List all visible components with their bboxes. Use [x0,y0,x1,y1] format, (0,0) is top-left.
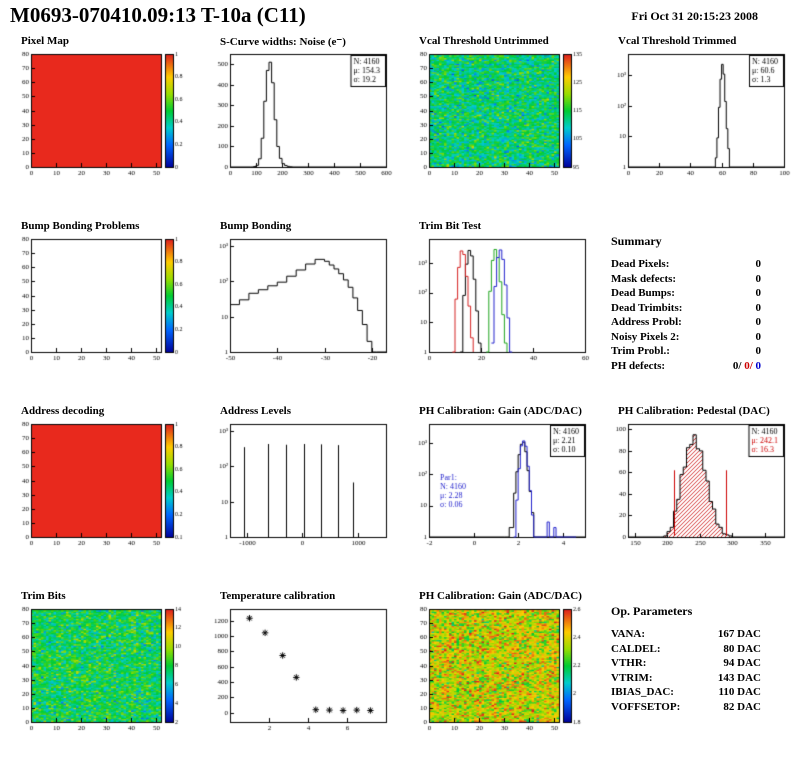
plot-title: Address decoding [21,405,105,417]
panel-scurve-noise: S-Curve widths: Noise (e⁻) [199,33,398,218]
ph-gain-map-plot [403,605,593,737]
trim-bit-test-plot [403,235,593,367]
pixel-map-plot [5,50,195,182]
op-parameters-rows: VANA: 167 DAC CALDEL: 80 DAC VTHR: 94 DAC VTRI… [611,627,796,714]
report-header: M0693-070410.09:13 T-10a (C11) Fri Oct 3… [0,0,796,33]
panel-ph-pedestal: PH Calibration: Pedestal (DAC) [597,403,796,588]
text-row: Address Probl: 0 [611,316,761,328]
plot-title: Bump Bonding Problems [21,220,140,232]
panel-vcal-trimmed: Vcal Threshold Trimmed [597,33,796,218]
panel-address-levels: Address Levels [199,403,398,588]
plot-title: S-Curve widths: Noise (e⁻) [220,36,346,48]
panel-vcal-untrimmed: Vcal Threshold Untrimmed [398,33,597,218]
address-levels-plot [204,420,394,552]
plot-grid: Pixel Map S-Curve widths: Noise (e⁻) Vca… [0,33,796,773]
panel-temperature: Temperature calibration [199,588,398,773]
address-decoding-plot [5,420,195,552]
report-date: Fri Oct 31 20:15:23 2008 [631,9,758,23]
text-row: VTHR: 94 DAC [611,657,761,669]
summary-title: Summary [611,234,662,248]
ph-gain-hist-plot [403,420,593,552]
plot-title: Pixel Map [21,35,69,47]
text-row: PH defects: 0/ 0/ 0 [611,359,761,372]
panel-trim-bits: Trim Bits [0,588,199,773]
panel-pixel-map: Pixel Map [0,33,199,218]
text-row: VOFFSETOP: 82 DAC [611,700,761,713]
summary-rows: Dead Pixels: 0 Mask defects: 0 Dead Bumps: 0 D… [611,257,796,373]
panel-address-decoding: Address decoding [0,403,199,588]
plot-title: Vcal Threshold Untrimmed [419,35,549,47]
text-row: CALDEL: 80 DAC [611,642,761,655]
panel-ph-gain-map: PH Calibration: Gain (ADC/DAC) [398,588,597,773]
plot-title: Temperature calibration [220,590,336,602]
text-row: VTRIM: 143 DAC [611,671,761,684]
text-row: Noisy Pixels 2: 0 [611,330,761,343]
temperature-plot [204,605,394,737]
text-row: VANA: 167 DAC [611,628,761,640]
text-row: Dead Pixels: 0 [611,258,761,270]
panel-trim-bit-test: Trim Bit Test [398,218,597,403]
panel-bump-bonding: Bump Bonding [199,218,398,403]
scurve-noise-plot [204,50,394,182]
vcal-untrimmed-plot [403,50,593,182]
text-row: IBIAS_DAC: 110 DAC [611,686,761,698]
plot-title: PH Calibration: Pedestal (DAC) [618,405,770,417]
vcal-trimmed-plot [602,50,792,182]
page-title: M0693-070410.09:13 T-10a (C11) [10,3,306,27]
text-row: Trim Probl.: 0 [611,345,761,357]
panel-op-parameters: Op. Parameters VANA: 167 DAC CALDEL: 80 DAC… [597,588,796,773]
bump-problems-plot [5,235,195,367]
plot-title: Address Levels [220,405,291,417]
plot-title: Trim Bit Test [419,220,482,232]
plot-title: PH Calibration: Gain (ADC/DAC) [419,405,582,417]
plot-title: PH Calibration: Gain (ADC/DAC) [419,590,582,602]
panel-summary: Summary Dead Pixels: 0 Mask defects: 0 Dead … [597,218,796,403]
text-row: Dead Bumps: 0 [611,287,761,299]
bump-bonding-plot [204,235,394,367]
op-parameters-title: Op. Parameters [611,604,693,618]
panel-ph-gain-hist: PH Calibration: Gain (ADC/DAC) [398,403,597,588]
ph-pedestal-plot [602,420,792,552]
plot-title: Vcal Threshold Trimmed [618,35,737,47]
text-row: Mask defects: 0 [611,272,761,285]
plot-title: Bump Bonding [220,220,292,232]
text-row: Dead Trimbits: 0 [611,301,761,314]
panel-bump-problems: Bump Bonding Problems [0,218,199,403]
plot-title: Trim Bits [21,590,66,602]
trim-bits-plot [5,605,195,737]
